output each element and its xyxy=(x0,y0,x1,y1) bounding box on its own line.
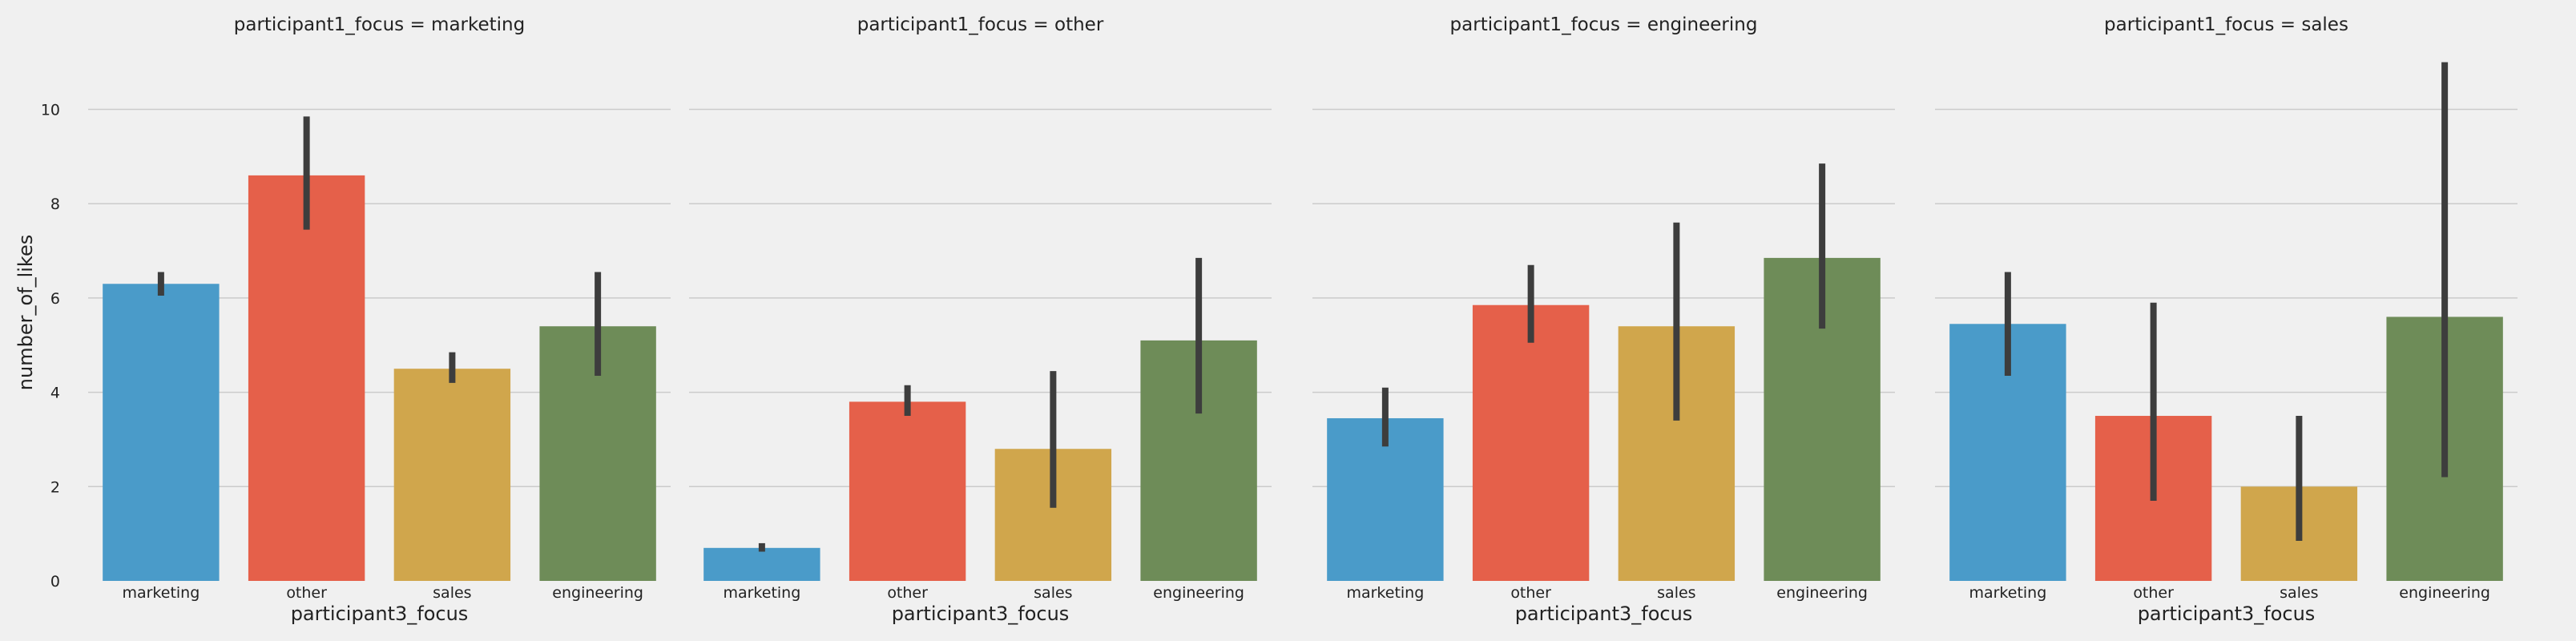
x-tick-label: other xyxy=(887,584,928,602)
bar-other xyxy=(849,401,966,581)
panel-title: participant1_focus = other xyxy=(857,14,1104,35)
y-tick-label: 2 xyxy=(50,478,60,496)
x-tick-label: engineering xyxy=(1153,584,1244,602)
bar-other xyxy=(1472,304,1590,581)
panel-title: participant1_focus = engineering xyxy=(1450,14,1758,35)
y-tick-label: 6 xyxy=(50,290,60,308)
x-tick-label: sales xyxy=(2280,584,2318,602)
panel-title: participant1_focus = marketing xyxy=(234,14,525,35)
x-axis-label: participant3_focus xyxy=(1515,603,1693,625)
x-tick-label: engineering xyxy=(2399,584,2490,602)
x-tick-label: engineering xyxy=(552,584,643,602)
y-tick-label: 0 xyxy=(50,573,60,591)
x-tick-label: sales xyxy=(1034,584,1072,602)
x-tick-label: other xyxy=(2133,584,2174,602)
y-tick-label: 4 xyxy=(50,385,60,402)
bar-marketing xyxy=(103,284,220,581)
x-tick-label: marketing xyxy=(1969,584,2046,602)
x-axis-label: participant3_focus xyxy=(291,603,469,625)
x-tick-label: marketing xyxy=(1346,584,1424,602)
x-tick-label: marketing xyxy=(723,584,800,602)
y-axis-label: number_of_likes xyxy=(14,235,37,390)
x-axis-label: participant3_focus xyxy=(892,603,1070,625)
x-tick-label: other xyxy=(286,584,327,602)
x-tick-label: marketing xyxy=(122,584,200,602)
y-tick-label: 10 xyxy=(41,102,60,119)
bar-other xyxy=(248,175,365,581)
bar-marketing xyxy=(703,547,820,581)
x-tick-label: sales xyxy=(433,584,471,602)
x-tick-label: other xyxy=(1510,584,1551,602)
bar-sales xyxy=(393,369,511,581)
x-tick-label: sales xyxy=(1657,584,1695,602)
x-axis-label: participant3_focus xyxy=(2138,603,2316,625)
y-tick-label: 8 xyxy=(50,196,60,213)
panel-title: participant1_focus = sales xyxy=(2104,14,2348,35)
x-tick-label: engineering xyxy=(1776,584,1868,602)
